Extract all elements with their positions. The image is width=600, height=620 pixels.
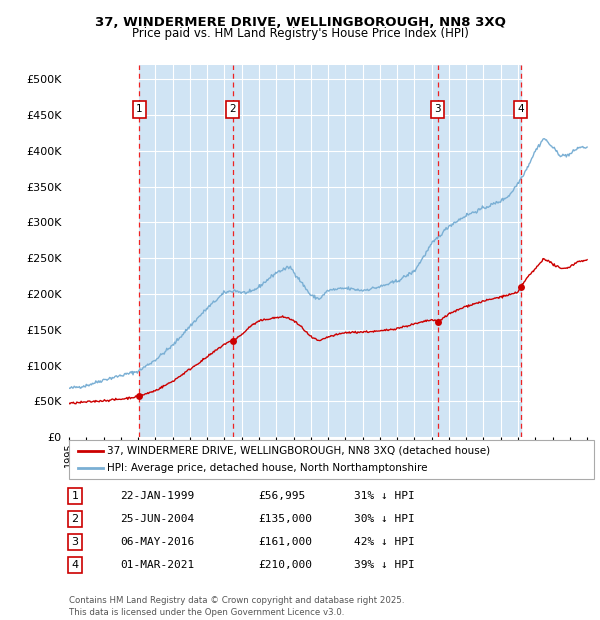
FancyBboxPatch shape: [69, 440, 594, 479]
Text: £56,995: £56,995: [258, 491, 305, 501]
Text: 1: 1: [136, 104, 142, 115]
Text: 39% ↓ HPI: 39% ↓ HPI: [354, 560, 415, 570]
Text: 2: 2: [71, 514, 79, 524]
Text: £161,000: £161,000: [258, 537, 312, 547]
Text: 01-MAR-2021: 01-MAR-2021: [120, 560, 194, 570]
Text: 37, WINDERMERE DRIVE, WELLINGBOROUGH, NN8 3XQ (detached house): 37, WINDERMERE DRIVE, WELLINGBOROUGH, NN…: [107, 446, 490, 456]
Text: 30% ↓ HPI: 30% ↓ HPI: [354, 514, 415, 524]
Text: 3: 3: [434, 104, 441, 115]
Text: 1: 1: [71, 491, 79, 501]
Text: 37, WINDERMERE DRIVE, WELLINGBOROUGH, NN8 3XQ: 37, WINDERMERE DRIVE, WELLINGBOROUGH, NN…: [95, 16, 505, 29]
Text: 2: 2: [230, 104, 236, 115]
Text: 22-JAN-1999: 22-JAN-1999: [120, 491, 194, 501]
Text: Price paid vs. HM Land Registry's House Price Index (HPI): Price paid vs. HM Land Registry's House …: [131, 27, 469, 40]
Text: Contains HM Land Registry data © Crown copyright and database right 2025.
This d: Contains HM Land Registry data © Crown c…: [69, 596, 404, 617]
Text: 4: 4: [71, 560, 79, 570]
Bar: [139, 65, 521, 437]
Text: HPI: Average price, detached house, North Northamptonshire: HPI: Average price, detached house, Nort…: [107, 463, 427, 473]
Text: 42% ↓ HPI: 42% ↓ HPI: [354, 537, 415, 547]
Text: 3: 3: [71, 537, 79, 547]
Text: 31% ↓ HPI: 31% ↓ HPI: [354, 491, 415, 501]
Text: £135,000: £135,000: [258, 514, 312, 524]
Text: 25-JUN-2004: 25-JUN-2004: [120, 514, 194, 524]
Text: 4: 4: [517, 104, 524, 115]
Text: 06-MAY-2016: 06-MAY-2016: [120, 537, 194, 547]
Text: £210,000: £210,000: [258, 560, 312, 570]
